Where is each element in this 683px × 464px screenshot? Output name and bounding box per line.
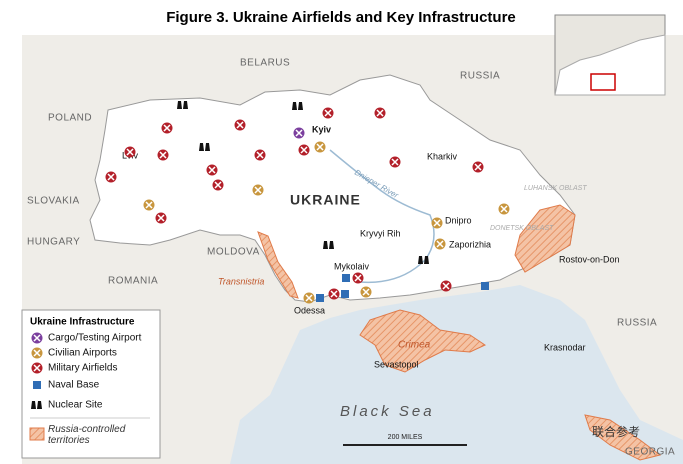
nuclear-site [323,241,334,249]
military-airfield-glyph [376,109,384,117]
legend: Ukraine Infrastructure Cargo/Testing Air… [21,309,161,459]
military-airfield-glyph [163,124,171,132]
legend-item: Military Airfields [48,363,117,374]
naval-base [33,381,41,389]
city-label: Kyiv [312,124,331,134]
dnieper [329,149,435,284]
country-label: GEORGIA [625,447,675,458]
military-airfield-glyph [300,146,308,154]
region-label: DONETSK OBLAST [490,225,554,232]
region-label: Transnistria [218,276,264,286]
sea [230,285,683,464]
military-airfield-glyph [330,290,338,298]
markers [105,101,510,304]
city-label: Sevastopol [374,359,419,369]
title: Figure 3. Ukraine Airfields and Key Infr… [166,9,516,26]
inset [554,14,666,96]
military-airfield-glyph [159,151,167,159]
nuclear-site [199,143,210,151]
civilian-airport-glyph [316,143,324,151]
military-airfield-glyph [107,173,115,181]
cargo-airport-glyph [295,129,303,137]
military-airfield-glyph [354,274,362,282]
civilian-airport-glyph [433,219,441,227]
scale-bar: 200 MILES [343,434,467,446]
civilian-airport-glyph [254,186,262,194]
legend-icon-glyph [33,334,41,342]
military-airfield-glyph [391,158,399,166]
military-airfield-glyph [256,151,264,159]
watermark: 联合参考 [592,424,640,439]
civilian-airport-glyph [145,201,153,209]
georgia-area [584,414,662,461]
military-airfield-glyph [126,148,134,156]
military-airfield-glyph [157,214,165,222]
nuclear-site [31,401,42,409]
region-label: LUHANSK OBLAST [524,185,587,192]
country-label: RUSSIA [617,318,657,329]
military-airfield-glyph [214,181,222,189]
civilian-airport-glyph [500,205,508,213]
country-label: BELARUS [240,58,290,69]
scale-label: 200 MILES [388,434,423,441]
military-airfield-glyph [208,166,216,174]
country-label: UKRAINE [290,192,361,208]
city-label: Rostov-on-Don [559,254,620,264]
nuclear-site [418,256,429,264]
city-label: Zaporizhia [449,239,491,249]
nuclear-site [292,102,303,110]
naval-base [341,290,349,298]
city-label: Odessa [294,305,325,315]
city-label: Mykolaiv [334,261,370,271]
civilian-airport-glyph [362,288,370,296]
city-label: Kryvyi Rih [360,228,401,238]
ukraine [89,74,576,303]
civilian-airport-glyph [436,240,444,248]
city-label: Kharkiv [427,151,458,161]
crimea-area [359,309,487,373]
military-airfield-glyph [236,121,244,129]
country-label: RUSSIA [460,71,500,82]
legend-icon-glyph [33,364,41,372]
legend-icon-glyph [33,349,41,357]
naval-base [342,274,350,282]
country-label: HUNGARY [27,237,80,248]
military-airfield-glyph [324,109,332,117]
country-label: SLOVAKIA [27,196,80,207]
legend-item: Russia-controlled territories [48,424,126,446]
country-label: MOLDOVA [207,247,260,258]
region-label: Crimea [398,340,431,351]
city-label: Dnipro [445,215,472,225]
legend-item: Naval Base [48,380,100,391]
region-label: Black Sea [340,403,435,420]
city-label: Krasnodar [544,342,586,352]
transnistria-area [257,231,299,299]
naval-base [316,294,324,302]
military-airfield-glyph [442,282,450,290]
civilian-airport-glyph [305,294,313,302]
legend-item: Civilian Airports [48,348,117,359]
legend-item: Nuclear Site [48,400,103,411]
naval-base [481,282,489,290]
nuclear-site [177,101,188,109]
legend-item: Cargo/Testing Airport [48,333,142,344]
legend-title: Ukraine Infrastructure [30,317,135,328]
military-airfield-glyph [474,163,482,171]
country-label: ROMANIA [108,276,158,287]
donbas-area [514,204,576,273]
country-label: POLAND [48,113,92,124]
